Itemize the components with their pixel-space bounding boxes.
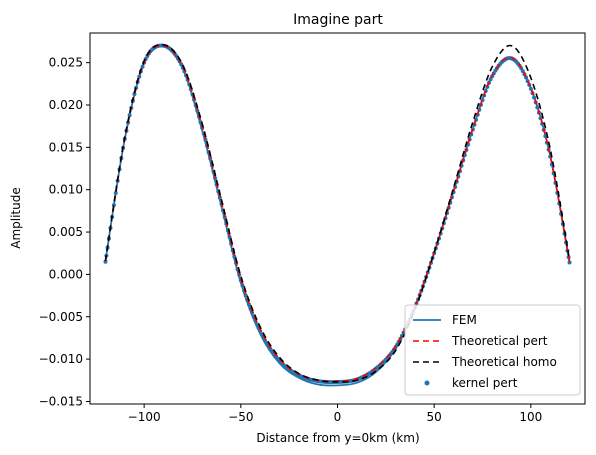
legend-item: Theoretical pert — [413, 334, 548, 348]
series-line-theoretical-pert — [104, 44, 571, 383]
y-tick-label: −0.010 — [39, 352, 83, 366]
plot-area: −100 −50 0 50 100 −0.015 −0.010 −0.005 0.000 0.00… — [39, 32, 586, 424]
data-point — [127, 113, 132, 118]
y-tick-label: 0.010 — [49, 183, 83, 197]
x-tick-label: 0 — [334, 410, 342, 424]
y-tick-label: 0.015 — [49, 140, 83, 154]
y-tick-label: 0.000 — [49, 267, 83, 281]
data-point — [195, 108, 200, 113]
data-point — [532, 95, 537, 100]
data-point — [524, 75, 529, 80]
y-axis-label: Amplitude — [9, 187, 23, 249]
legend-marker — [424, 380, 430, 386]
legend-item: Theoretical homo — [413, 355, 557, 369]
legend-label: FEM — [452, 313, 477, 327]
legend-label: kernel pert — [452, 376, 518, 390]
data-point — [535, 105, 540, 110]
x-tick-label: −50 — [228, 410, 253, 424]
legend-item: FEM — [413, 313, 477, 327]
y-tick-label: −0.005 — [39, 310, 83, 324]
x-tick-label: 50 — [427, 410, 442, 424]
data-point — [469, 132, 474, 137]
data-point — [528, 86, 533, 91]
data-point — [140, 64, 145, 69]
data-point — [227, 235, 232, 240]
data-point — [254, 322, 259, 327]
y-tick-label: 0.020 — [49, 98, 83, 112]
legend-label: Theoretical pert — [451, 334, 548, 348]
data-point — [113, 190, 118, 195]
y-tick-label: 0.025 — [49, 56, 83, 70]
x-tick-label: 100 — [519, 410, 542, 424]
legend-box — [404, 304, 581, 396]
x-axis-label: Distance from y=0km (km) — [256, 431, 419, 445]
series-line-theoretical-homo — [104, 43, 571, 383]
legend: FEM Theoretical pert Theoretical homo kerne… — [404, 304, 581, 396]
chart-title: Imagine part — [293, 12, 383, 28]
legend-item: kernel pert — [424, 376, 518, 390]
y-tick-label: −0.015 — [39, 394, 83, 408]
x-tick-label: −100 — [128, 410, 161, 424]
y-tick-label: 0.005 — [49, 225, 83, 239]
data-point — [137, 74, 142, 79]
legend-label: Theoretical homo — [451, 355, 557, 369]
data-point — [488, 77, 493, 82]
data-point — [567, 260, 572, 265]
data-point — [103, 259, 108, 264]
